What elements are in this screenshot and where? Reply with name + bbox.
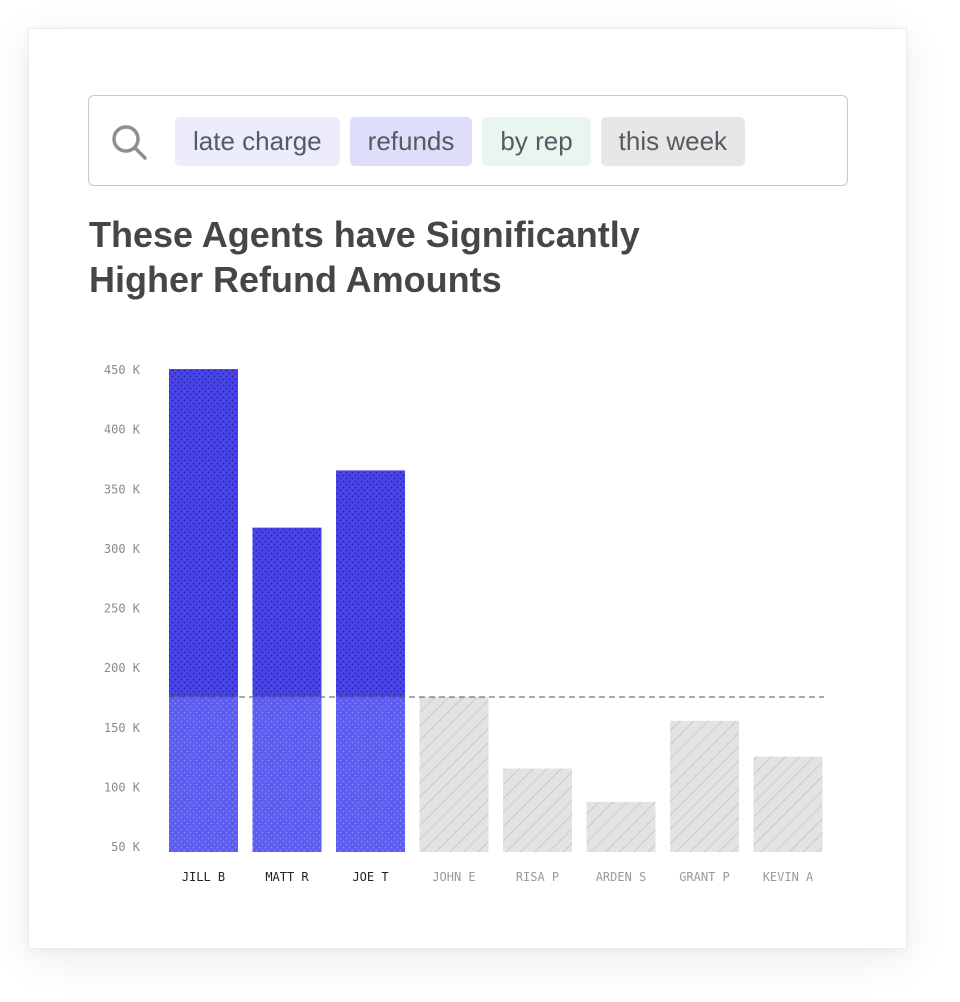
filter-chip-this-week[interactable]: this week	[600, 117, 746, 166]
bar-excess-segment	[252, 527, 322, 697]
bar-highlighted	[169, 369, 238, 852]
x-category-label: GRANT P	[679, 870, 730, 884]
bar-lower-segment	[169, 696, 238, 852]
x-category-label: JILL B	[182, 870, 225, 884]
y-tick-label: 250 K	[104, 602, 141, 616]
y-tick-label: 450 K	[104, 363, 141, 377]
filter-chip-refunds[interactable]: refunds	[349, 117, 473, 166]
bar-lower-segment	[252, 696, 322, 852]
x-category-label: RISA P	[516, 870, 559, 884]
filter-chip-late-charge[interactable]: late charge	[175, 117, 340, 166]
y-tick-label: 150 K	[104, 721, 141, 735]
y-tick-label: 350 K	[104, 482, 141, 496]
x-category-label: MATT R	[265, 870, 309, 884]
chart-title: These Agents have Significantly Higher R…	[89, 214, 640, 300]
bar-baseline	[670, 720, 739, 852]
search-icon	[112, 125, 147, 160]
y-tick-label: 400 K	[104, 423, 141, 437]
filter-chip-by-rep[interactable]: by rep	[482, 117, 591, 166]
bar-lower-segment	[336, 696, 405, 852]
bar-baseline	[586, 801, 656, 852]
bar-baseline	[753, 756, 823, 852]
bar-excess-segment	[169, 369, 238, 697]
bar-baseline	[503, 768, 572, 852]
x-category-label: JOE T	[352, 870, 388, 884]
y-tick-label: 300 K	[104, 542, 141, 556]
filter-chips: late charge refunds by rep this week	[175, 117, 746, 166]
bar-excess-segment	[336, 470, 405, 697]
y-tick-label: 200 K	[104, 661, 141, 675]
bar-highlighted	[252, 527, 322, 852]
x-category-label: ARDEN S	[596, 870, 647, 884]
y-tick-label: 100 K	[104, 780, 141, 794]
y-tick-label: 50 K	[111, 840, 141, 854]
bar-baseline	[419, 696, 489, 852]
x-category-label: JOHN E	[432, 870, 475, 884]
x-category-label: KEVIN A	[763, 870, 814, 884]
bar-highlighted	[336, 470, 405, 852]
search-bar[interactable]: late charge refunds by rep this week	[88, 95, 848, 186]
